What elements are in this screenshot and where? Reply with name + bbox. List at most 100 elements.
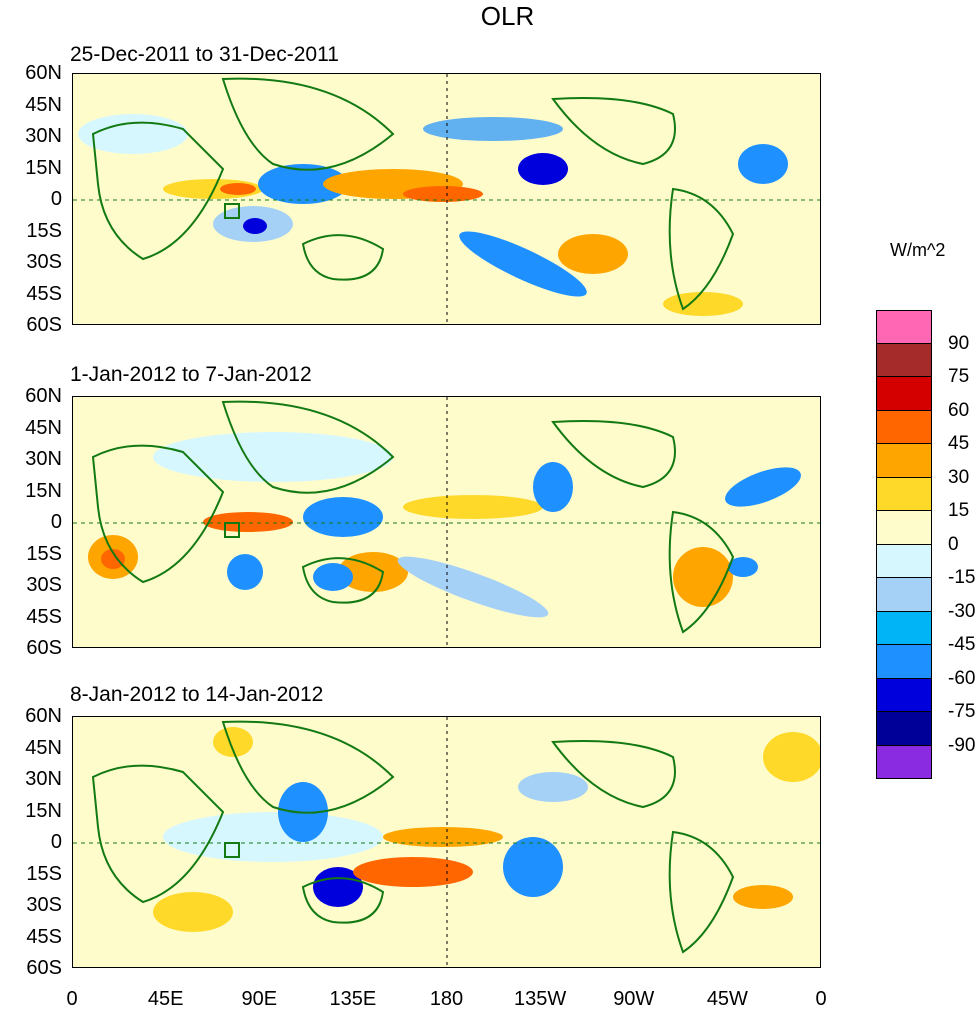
colorbar-swatch: [876, 712, 932, 746]
south-america-coastline: [668, 510, 735, 634]
south-america-coastline: [668, 830, 735, 954]
africa-coastline: [91, 121, 225, 261]
north-america-coastline: [551, 740, 676, 809]
y-tick-label: 60S: [26, 314, 62, 336]
map-3-anomaly: [503, 837, 563, 897]
asia-coastline: [221, 400, 395, 494]
colorbar-swatch: [876, 544, 932, 578]
colorbar-swatch: [876, 645, 932, 679]
map-3-anomaly: [353, 857, 473, 887]
colorbar-label: -60: [948, 667, 976, 689]
x-tick-label: 135E: [329, 988, 377, 1010]
map-3-anomaly: [383, 827, 503, 847]
map-2-anomaly: [101, 549, 125, 569]
map-3-anomaly: [313, 867, 363, 907]
map-2-layer: [73, 397, 820, 647]
africa-coastline: [91, 444, 225, 584]
map-2-box: [224, 522, 240, 538]
panel-2-title: 1-Jan-2012 to 7-Jan-2012: [70, 363, 312, 386]
x-tick-label: 45W: [706, 988, 748, 1010]
colorbar-swatch: [876, 410, 932, 444]
colorbar-swatch: [876, 578, 932, 612]
map-1-box: [224, 203, 240, 219]
north-america-coastline: [551, 420, 676, 489]
map-1-anomaly: [423, 117, 563, 141]
x-tick-label: 90W: [613, 988, 655, 1010]
map-3-anomaly: [153, 892, 233, 932]
colorbar-swatch: [876, 511, 932, 545]
map-2-anomaly: [403, 495, 543, 519]
x-tick-label: 90E: [241, 988, 278, 1010]
olr-map-panel-2: [72, 396, 821, 648]
panel-3-title: 8-Jan-2012 to 14-Jan-2012: [70, 683, 324, 706]
y-tick-label: 30N: [25, 768, 62, 790]
map-1-anomaly: [518, 153, 568, 185]
map-2-anomaly: [725, 467, 801, 507]
y-tick-label: 0: [50, 831, 62, 853]
y-tick-label: 45S: [26, 605, 62, 628]
map-3-layer: [73, 717, 820, 967]
colorbar-label: 60: [948, 399, 970, 421]
map-2-anomaly: [313, 563, 353, 591]
x-tick-label: 0: [66, 988, 78, 1010]
colorbar-label: -90: [948, 734, 976, 756]
y-tick-label: 15N: [25, 479, 62, 502]
map-1-anomaly: [258, 164, 348, 204]
x-tick-label: 45E: [147, 988, 184, 1010]
map-2-anomaly: [303, 497, 383, 537]
y-tick-label: 60N: [25, 385, 62, 407]
y-tick-label: 45N: [25, 736, 62, 759]
map-2-anomaly: [203, 512, 293, 532]
figure-title: OLR: [480, 1, 535, 31]
y-tick-label: 60S: [26, 637, 62, 659]
colorbar-label: -15: [948, 567, 976, 588]
map-1-anomaly: [459, 231, 587, 297]
colorbar-label: 15: [948, 500, 970, 521]
map-2-anomaly: [153, 432, 393, 482]
colorbar-swatch: [876, 377, 932, 411]
panel-1-title: 25-Dec-2011 to 31-Dec-2011: [70, 43, 339, 66]
map-3-anomaly: [733, 885, 793, 909]
colorbar-label: -30: [948, 600, 976, 622]
colorbar-swatch: [876, 444, 932, 478]
y-tick-label: 60N: [25, 705, 62, 727]
colorbar-label: -45: [948, 634, 976, 655]
y-tick-label: 45S: [26, 282, 62, 305]
y-tick-label: 30N: [25, 448, 62, 470]
y-tick-label: 60N: [25, 62, 62, 84]
colorbar-swatch: [876, 343, 932, 377]
y-tick-label: 15N: [25, 799, 62, 822]
map-1-anomaly: [220, 183, 256, 195]
colorbar-label: 45: [948, 433, 970, 454]
y-tick-label: 45S: [26, 925, 62, 948]
y-tick-label: 15S: [26, 542, 62, 565]
x-tick-label: 180: [429, 988, 464, 1010]
y-tick-label: 45N: [25, 416, 62, 439]
asia-coastline: [221, 720, 395, 814]
y-tick-label: 30S: [26, 894, 62, 916]
colorbar-label: 90: [948, 332, 970, 354]
y-tick-label: 15S: [26, 219, 62, 242]
colorbar-label: -75: [948, 701, 976, 722]
colorbar-label: 0: [948, 533, 959, 555]
south-america-coastline: [668, 187, 735, 311]
x-tick-label: 0: [815, 988, 827, 1010]
australia-coastline: [301, 877, 385, 924]
colorbar-swatch: [876, 310, 932, 344]
olr-map-panel-1: [72, 73, 821, 325]
y-tick-label: 15N: [25, 156, 62, 179]
y-tick-label: 15S: [26, 862, 62, 885]
x-tick-label: 135W: [514, 988, 567, 1010]
north-america-coastline: [551, 97, 676, 166]
colorbar-label: 75: [948, 366, 970, 387]
map-3-box: [224, 842, 240, 858]
map-1-anomaly: [243, 218, 267, 234]
y-tick-label: 0: [50, 511, 62, 533]
australia-coastline: [301, 234, 385, 281]
australia-coastline: [301, 557, 385, 604]
map-3-anomaly: [518, 772, 588, 802]
colorbar-units: W/m^2: [890, 240, 946, 260]
colorbar-swatch: [876, 678, 932, 712]
map-2-anomaly: [533, 462, 573, 512]
y-tick-label: 0: [50, 188, 62, 210]
